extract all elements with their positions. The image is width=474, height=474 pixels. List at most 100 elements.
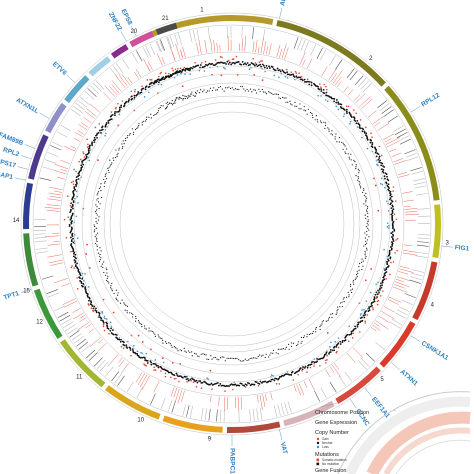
mutation-point — [338, 141, 340, 143]
cn-neutral-point — [188, 69, 190, 72]
mutation-point — [246, 359, 248, 362]
cn-neutral-point — [75, 182, 78, 185]
mutation-point — [95, 221, 97, 223]
cn-neutral-point — [81, 166, 84, 168]
cn-neutral-point — [325, 351, 328, 354]
mutation-point — [144, 120, 147, 122]
cn-neutral-point — [77, 175, 79, 178]
cn-loss-point — [329, 345, 331, 348]
expression-tick — [60, 169, 68, 172]
mutation-point — [283, 97, 285, 99]
cytoband-tick — [44, 159, 57, 164]
cn-loss-point — [143, 96, 146, 98]
cytoband-tick — [159, 39, 165, 52]
cn-gain-point — [94, 126, 97, 129]
cn-neutral-point — [120, 104, 123, 107]
mutation-point — [265, 92, 268, 95]
gene-label-connector — [410, 106, 421, 113]
mutation-point — [357, 168, 359, 170]
mutation-point — [132, 313, 134, 316]
mutation-point — [116, 294, 119, 296]
cn-loss-point — [207, 378, 210, 380]
expression-tick — [79, 314, 86, 319]
cn-neutral-point — [70, 239, 73, 241]
mutation-point — [96, 214, 98, 216]
expression-tick — [383, 306, 395, 313]
mutation-point — [331, 316, 333, 319]
mutation-point — [363, 188, 365, 190]
cn-neutral-point — [335, 101, 338, 104]
cn-neutral-point — [234, 62, 236, 65]
cytoband-tick — [136, 387, 143, 398]
cn-gain-point — [158, 75, 160, 78]
cn-neutral-point — [290, 73, 293, 76]
cytoband-tick — [192, 29, 196, 42]
mutation-point — [133, 131, 135, 133]
cn-neutral-point — [378, 161, 381, 163]
cn-loss-point — [73, 221, 76, 224]
expression-tick — [355, 93, 366, 104]
expression-tick — [393, 158, 404, 163]
cn-neutral-point — [128, 98, 131, 100]
cytoband-tick — [358, 360, 367, 370]
cn-neutral-point — [111, 113, 114, 116]
cn-neutral-point — [70, 206, 73, 209]
cn-neutral-point — [388, 198, 391, 201]
cn-gain-point — [219, 56, 222, 58]
cn-neutral-point — [273, 379, 276, 382]
gene-label: ETV6 — [51, 61, 68, 77]
cytoband-tick — [72, 105, 83, 114]
mutation-point — [138, 122, 140, 125]
cn-neutral-point — [261, 63, 264, 66]
mutation-point — [135, 317, 137, 319]
cn-neutral-point — [226, 60, 229, 63]
cn-gain-point — [66, 195, 69, 198]
mutation-point — [306, 336, 308, 338]
mutation-point — [351, 164, 353, 166]
cn-neutral-point — [367, 310, 370, 312]
cn-neutral-point — [161, 78, 164, 80]
mutation-point — [352, 281, 354, 283]
cn-neutral-point — [389, 190, 392, 193]
mutation-point — [143, 120, 145, 122]
mutation-point — [365, 247, 368, 249]
gene-label-connector — [441, 245, 453, 248]
expression-tick — [332, 70, 343, 84]
cn-neutral-point — [92, 307, 95, 310]
cn-neutral-point — [330, 97, 333, 100]
expression-tick — [238, 396, 240, 412]
cn-neutral-point — [140, 91, 143, 94]
cytoband-tick — [156, 40, 162, 53]
expression-tick — [321, 66, 328, 77]
cn-neutral-point — [91, 144, 94, 147]
cn-neutral-point — [132, 351, 135, 354]
cn-gain-point — [353, 109, 355, 112]
cn-loss-point — [388, 224, 390, 227]
cn-neutral-point — [81, 161, 84, 164]
gene-label-connector — [349, 398, 357, 409]
mutation-point — [107, 275, 109, 277]
cn-neutral-point — [101, 128, 104, 131]
cytoband-tick — [71, 333, 82, 341]
cytoband-tick — [115, 63, 124, 74]
cn-loss-point — [273, 74, 276, 77]
mutation-point — [107, 169, 109, 172]
mutation-point — [365, 217, 367, 219]
cn-neutral-point — [179, 375, 182, 378]
mutation-point — [110, 287, 112, 289]
cn-neutral-point — [380, 286, 383, 289]
cytoband-tick — [241, 26, 243, 39]
cn-neutral-point — [328, 352, 330, 355]
mutation-point — [338, 137, 341, 139]
cn-gain-point — [375, 297, 378, 299]
cn-neutral-point — [290, 374, 293, 376]
expression-tick — [394, 284, 406, 289]
cytoband-tick — [365, 352, 375, 362]
mutation-point — [312, 330, 314, 333]
cn-gain-point — [159, 72, 162, 75]
mutation-point — [100, 183, 102, 185]
cn-loss-point — [380, 177, 383, 180]
expression-tick — [161, 56, 166, 65]
mutation-point — [244, 358, 246, 360]
mutation-point — [351, 288, 354, 290]
